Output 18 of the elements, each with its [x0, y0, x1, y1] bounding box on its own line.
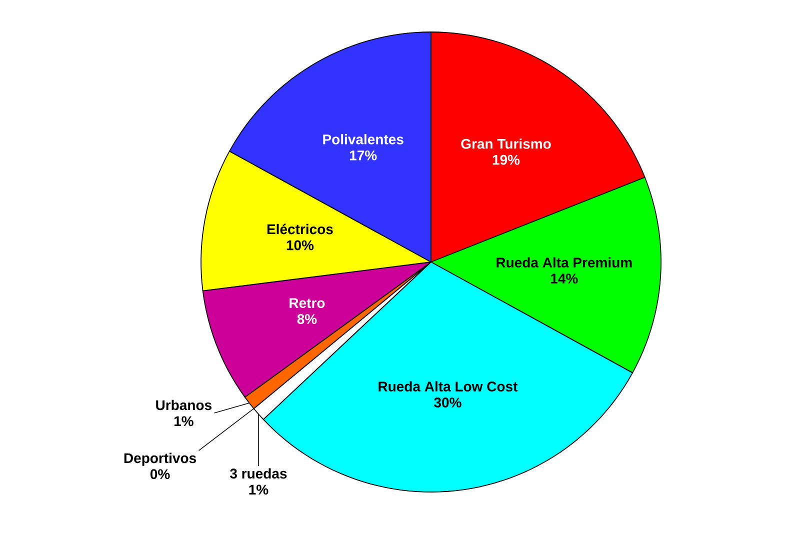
slice-label: Retro [290, 298, 325, 308]
data-label: 19% [492, 154, 520, 165]
data-label: 30% [434, 398, 462, 408]
slice-label: Eléctricos [267, 224, 333, 234]
slice-label: Urbanos [156, 400, 212, 410]
data-label: 17% [350, 150, 377, 160]
slice-label: Rueda Alta Low Cost [378, 381, 518, 392]
data-label: 8% [297, 314, 317, 324]
slice-label: 3 ruedas [230, 468, 287, 479]
data-label: 1% [249, 484, 268, 495]
data-label: 14% [551, 274, 578, 284]
data-label: 10% [286, 240, 314, 250]
data-label: 1% [174, 416, 194, 426]
slice-label: Rueda Alta Premium [496, 257, 632, 268]
text: 0% [150, 469, 170, 480]
category-label: Deportivos [124, 452, 196, 466]
slice-label: Polivalentes [323, 134, 404, 144]
slice-label: Gran Turismo [461, 138, 551, 149]
